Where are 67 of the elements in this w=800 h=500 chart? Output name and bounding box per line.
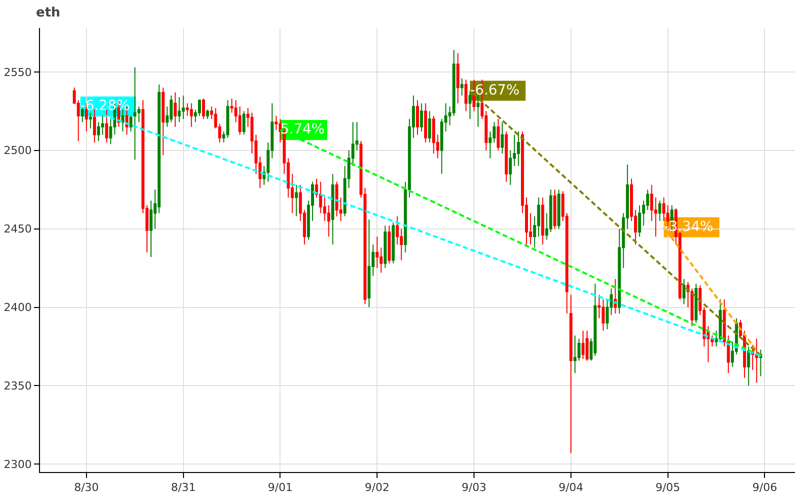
- candlestick: [468, 90, 472, 120]
- candlestick: [420, 102, 424, 132]
- candlestick: [242, 110, 246, 136]
- candlestick: [170, 94, 173, 123]
- candlestick: [206, 109, 210, 120]
- candlestick: [638, 204, 642, 238]
- candlestick: [504, 131, 508, 182]
- annotation: -6.67%: [470, 82, 520, 98]
- candlestick: [162, 87, 165, 156]
- y-tick-label: 2500: [4, 144, 32, 158]
- candlestick: [376, 236, 379, 269]
- candlestick: [460, 78, 464, 96]
- candlestick: [105, 109, 108, 144]
- candlestick: [496, 118, 500, 151]
- candlestick: [331, 173, 334, 246]
- candlestick: [573, 335, 576, 374]
- candlestick: [658, 200, 662, 222]
- candlestick: [718, 298, 722, 342]
- candlestick: [416, 100, 419, 136]
- candlestick: [88, 112, 92, 129]
- candlestick: [182, 94, 185, 120]
- candlestick: [755, 338, 758, 384]
- candlestick: [541, 196, 544, 246]
- x-tick-label: 9/06: [752, 481, 778, 494]
- candlestick: [464, 79, 468, 112]
- y-tick-label: 2450: [4, 222, 32, 236]
- candlestick: [93, 109, 96, 144]
- candlestick: [594, 283, 597, 356]
- candlestick: [557, 189, 560, 230]
- candlestick: [178, 96, 181, 123]
- y-tick-label: 2300: [4, 458, 32, 472]
- candlestick: [747, 346, 750, 386]
- candlestick: [133, 66, 136, 160]
- candlestick: [428, 110, 432, 144]
- x-tick-label: 8/31: [170, 481, 196, 494]
- candlestick: [516, 131, 520, 167]
- candlestick: [368, 218, 371, 308]
- candlestick: [392, 222, 395, 264]
- candlestick: [190, 102, 193, 128]
- x-tick-label: 9/05: [655, 481, 680, 494]
- y-tick-label: 2550: [4, 66, 32, 79]
- candlestick: [294, 184, 298, 217]
- candlestick: [121, 109, 124, 132]
- candlestick: [456, 52, 460, 104]
- candlestick: [500, 122, 504, 154]
- y-tick-label: 2350: [4, 380, 32, 393]
- x-tick-label: 9/02: [364, 481, 390, 494]
- candlestick: [602, 298, 605, 332]
- candlestick: [582, 330, 585, 360]
- x-tick-label: 9/01: [268, 481, 293, 494]
- y-tick-label: 2400: [4, 301, 32, 314]
- candlestick: [202, 98, 206, 120]
- candlestick: [614, 278, 617, 314]
- candlestick: [553, 189, 556, 230]
- candlestick: [586, 330, 589, 362]
- candlestick: [424, 102, 428, 144]
- candlestick: [384, 225, 387, 269]
- chart-title: eth: [36, 6, 60, 21]
- candlestick: [682, 278, 686, 305]
- x-tick-label: 9/03: [462, 481, 486, 494]
- candlestick: [174, 92, 177, 128]
- x-tick-label: 8/30: [74, 481, 99, 494]
- candlestick: [432, 115, 436, 154]
- candlestick: [694, 283, 698, 324]
- candlestick: [476, 94, 480, 128]
- x-tick-label: 9/04: [558, 481, 584, 494]
- candlestick: [129, 115, 132, 132]
